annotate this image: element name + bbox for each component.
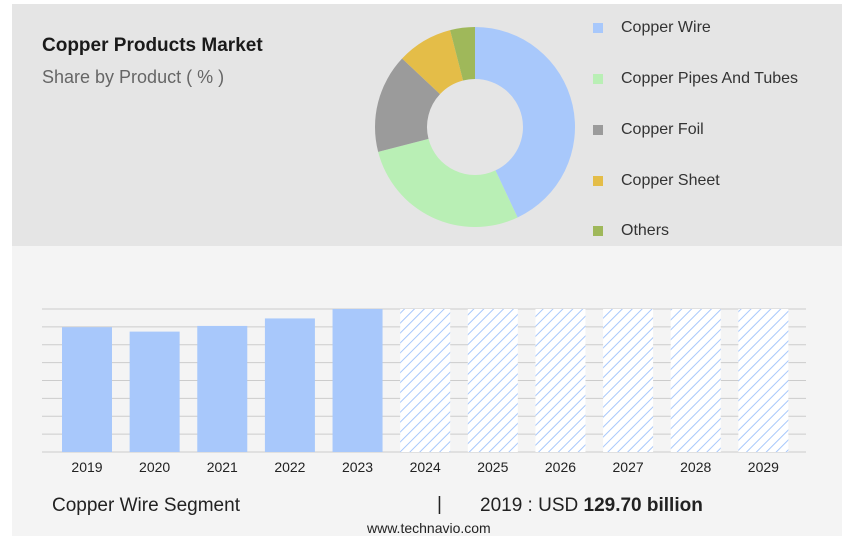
bar-2028 (670, 309, 721, 452)
donut-slice-copper-sheet (402, 30, 464, 95)
segment-value-prefix: 2019 : USD (480, 495, 584, 516)
source-link[interactable]: www.technavio.com (367, 520, 491, 536)
x-tick-label: 2028 (680, 459, 711, 475)
donut-slice-others (450, 27, 475, 81)
legend-label: Others (621, 222, 670, 239)
bar-2029 (738, 309, 789, 452)
chart-subtitle: Share by Product ( % ) (42, 67, 225, 87)
bar-2027 (603, 309, 654, 452)
legend-item-copper-pipes-and-tubes: Copper Pipes And Tubes (593, 69, 798, 89)
bar-2022 (264, 318, 315, 452)
x-tick-label: 2026 (545, 459, 576, 475)
legend-label: Copper Pipes And Tubes (621, 70, 799, 87)
bar-2019 (62, 327, 112, 452)
x-tick-label: 2027 (613, 459, 644, 475)
segment-value: 2019 : USD 129.70 billion (480, 495, 703, 517)
bar-2026 (535, 309, 586, 452)
chart-title: Copper Products Market (42, 35, 263, 56)
donut-chart (375, 27, 575, 227)
x-tick-label: 2020 (139, 459, 170, 475)
footer-separator: | (437, 494, 442, 515)
bar-2025 (467, 309, 518, 452)
bar-2024 (400, 309, 451, 452)
legend-label: Copper Foil (621, 121, 704, 138)
legend-swatch (593, 125, 603, 135)
bar-2020 (129, 331, 180, 452)
legend-swatch (593, 74, 603, 84)
x-tick-label: 2029 (748, 459, 779, 475)
legend-swatch (593, 226, 603, 236)
segment-value-amount: 129.70 billion (583, 495, 703, 516)
x-tick-label: 2024 (410, 459, 441, 475)
legend-item-others: Others (593, 221, 669, 241)
legend-label: Copper Sheet (621, 172, 720, 189)
x-tick-label: 2023 (342, 459, 373, 475)
donut-slice-copper-foil (375, 58, 441, 152)
donut-slice-copper-pipes-and-tubes (378, 138, 518, 227)
x-tick-label: 2022 (274, 459, 305, 475)
x-tick-label: 2019 (71, 459, 102, 475)
legend-label: Copper Wire (621, 19, 711, 36)
legend-item-copper-foil: Copper Foil (593, 120, 704, 140)
bar-2021 (197, 325, 248, 452)
segment-label: Copper Wire Segment (52, 495, 240, 516)
legend-item-copper-wire: Copper Wire (593, 18, 711, 38)
legend-item-copper-sheet: Copper Sheet (593, 171, 720, 191)
legend-swatch (593, 23, 603, 33)
x-tick-label: 2021 (207, 459, 238, 475)
legend-swatch (593, 176, 603, 186)
x-tick-label: 2025 (477, 459, 508, 475)
bar-2023 (332, 309, 383, 452)
donut-slice-copper-wire (475, 27, 575, 218)
